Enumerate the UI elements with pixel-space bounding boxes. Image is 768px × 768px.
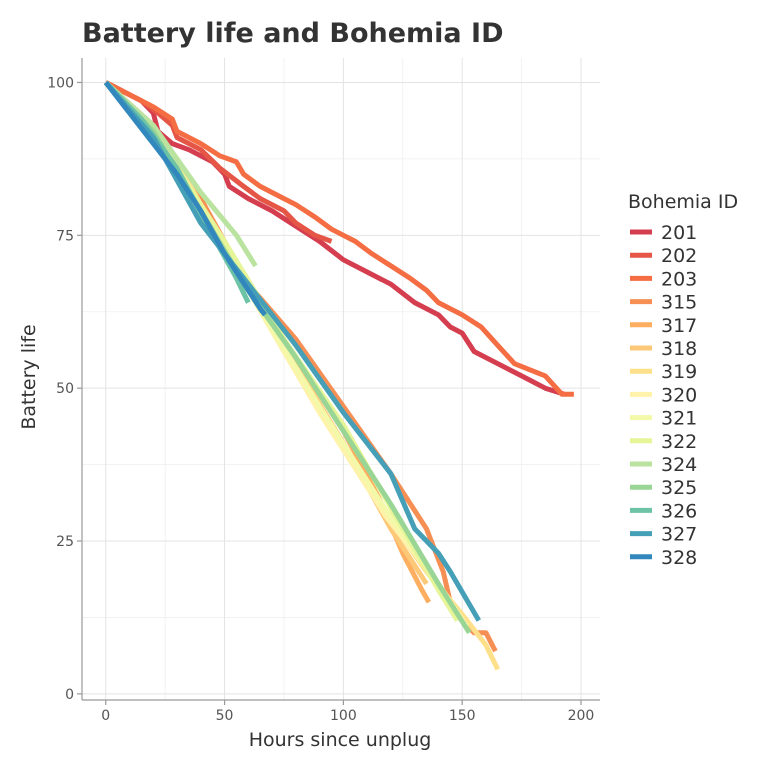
x-tick-label: 0 bbox=[101, 708, 110, 724]
legend-label-324: 324 bbox=[661, 454, 697, 476]
series-line-327 bbox=[103, 80, 481, 622]
legend-label-327: 327 bbox=[661, 524, 697, 546]
y-tick-label: 50 bbox=[56, 381, 74, 397]
axes: 0 50 100 150 200 0 25 50 75 100 bbox=[47, 58, 600, 724]
legend-label-328: 328 bbox=[661, 547, 697, 569]
legend-label-201: 201 bbox=[661, 222, 697, 244]
legend-label-326: 326 bbox=[661, 500, 697, 522]
series-lines bbox=[103, 80, 574, 671]
y-tick-label: 0 bbox=[65, 687, 74, 703]
series-line-328 bbox=[103, 80, 267, 317]
legend-label-315: 315 bbox=[661, 292, 697, 314]
x-tick-label: 50 bbox=[216, 708, 234, 724]
y-tick-label: 25 bbox=[56, 534, 74, 550]
series-line-326 bbox=[104, 80, 251, 304]
x-axis-title: Hours since unplug bbox=[249, 729, 432, 751]
legend-label-325: 325 bbox=[661, 477, 697, 499]
x-tick-label: 200 bbox=[568, 708, 595, 724]
legend: Bohemia ID 20120220331531731831932032132… bbox=[628, 191, 738, 569]
y-tick-label: 75 bbox=[56, 228, 74, 244]
legend-label-322: 322 bbox=[661, 431, 697, 453]
legend-label-202: 202 bbox=[661, 245, 697, 267]
x-tick-label: 100 bbox=[330, 708, 357, 724]
series-line-317 bbox=[104, 80, 432, 604]
y-axis-title: Battery life bbox=[18, 324, 40, 429]
legend-label-317: 317 bbox=[661, 315, 697, 337]
series-line-202 bbox=[104, 80, 333, 244]
legend-label-321: 321 bbox=[661, 408, 697, 430]
chart-title: Battery life and Bohemia ID bbox=[82, 18, 504, 49]
series-line-203 bbox=[104, 80, 574, 397]
series-line-201 bbox=[104, 80, 566, 397]
x-tick-label: 150 bbox=[449, 708, 476, 724]
y-tick-label: 100 bbox=[47, 75, 74, 91]
legend-label-319: 319 bbox=[661, 361, 697, 383]
legend-label-203: 203 bbox=[661, 268, 697, 290]
legend-label-320: 320 bbox=[661, 384, 697, 406]
series-line-324 bbox=[104, 80, 258, 268]
legend-label-318: 318 bbox=[661, 338, 697, 360]
legend-title: Bohemia ID bbox=[628, 191, 738, 213]
